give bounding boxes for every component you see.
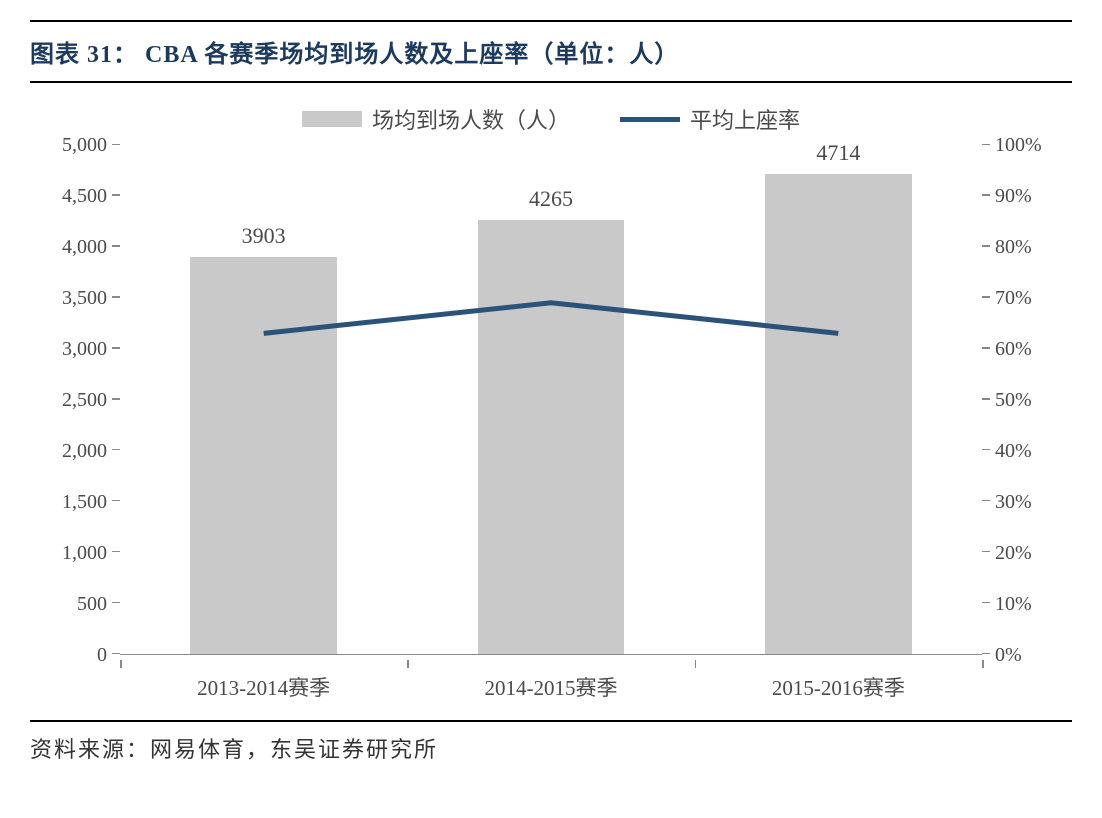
y-right-tick-mark [982,449,990,451]
legend-line-label: 平均上座率 [690,103,800,135]
x-tick-mark [407,660,409,668]
y-left-tick-mark [112,296,120,298]
bar-value-label: 3903 [242,223,286,249]
x-tick-label: 2015-2016赛季 [772,672,905,702]
y-left-tick-mark [112,194,120,196]
y-right-tick-label: 20% [995,543,1032,563]
y-right-tick-label: 50% [995,390,1032,410]
chart-legend: 场均到场人数（人） 平均上座率 [30,103,1072,135]
y-right-tick-label: 100% [995,135,1042,155]
legend-line-swatch [620,117,680,122]
y-axis-right: 0%10%20%30%40%50%60%70%80%90%100% [987,145,1062,655]
plot-area: 3903 4265 4714 [120,145,982,655]
y-left-tick-label: 2,000 [62,441,107,461]
x-tick-label: 2014-2015赛季 [485,672,618,702]
legend-item-line: 平均上座率 [620,103,800,135]
x-tick-mark [695,660,697,668]
y-right-tick-mark [982,144,990,146]
y-right-tick-label: 40% [995,441,1032,461]
y-left-tick-mark [112,602,120,604]
source-bar: 资料来源：网易体育，东吴证券研究所 [30,720,1072,764]
y-left-tick-label: 1,500 [62,492,107,512]
x-tick-mark [120,660,122,668]
source-text: 资料来源：网易体育，东吴证券研究所 [30,732,1072,764]
legend-item-bar: 场均到场人数（人） [302,103,570,135]
y-left-tick-label: 2,500 [62,390,107,410]
y-left-tick-label: 5,000 [62,135,107,155]
bar: 4714 [765,174,912,654]
y-right-tick-label: 70% [995,288,1032,308]
y-left-tick-label: 4,000 [62,237,107,257]
x-axis: 2013-2014赛季 2014-2015赛季 2015-2016赛季 [120,660,982,705]
x-tick-label: 2013-2014赛季 [197,672,330,702]
y-right-tick-mark [982,500,990,502]
bar: 3903 [190,257,337,654]
y-left-tick-label: 4,500 [62,186,107,206]
y-right-tick-label: 60% [995,339,1032,359]
bar: 4265 [478,220,625,654]
bar-value-label: 4714 [816,140,860,166]
y-left-tick-mark [112,144,120,146]
y-left-tick-label: 3,500 [62,288,107,308]
y-right-tick-label: 80% [995,237,1032,257]
y-left-tick-mark [112,653,120,655]
legend-bar-swatch [302,111,362,127]
chart-container: 0 500 1,000 1,500 2,000 2,500 3,000 3,500 4,000 4… [40,145,1062,705]
y-right-tick-mark [982,602,990,604]
y-right-tick-mark [982,347,990,349]
y-right-tick-label: 0% [995,645,1022,665]
y-left-tick-mark [112,551,120,553]
y-left-tick-mark [112,245,120,247]
y-right-tick-label: 30% [995,492,1032,512]
y-axis-left: 05001,0001,5002,0002,5003,0003,5004,0004… [40,145,115,655]
y-right-tick-label: 10% [995,594,1032,614]
y-right-tick-mark [982,194,990,196]
y-left-tick-label: 500 [77,594,107,614]
y-left-tick-label: 1,000 [62,543,107,563]
y-left-tick-label: 0 [97,645,107,665]
y-right-tick-mark [982,245,990,247]
chart-title: 图表 31： CBA 各赛季场均到场人数及上座率（单位：人） [30,34,1072,69]
y-right-tick-label: 90% [995,186,1032,206]
y-left-tick-label: 3,000 [62,339,107,359]
y-left-tick-mark [112,347,120,349]
bar-value-label: 4265 [529,186,573,212]
chart-title-bar: 图表 31： CBA 各赛季场均到场人数及上座率（单位：人） [30,20,1072,83]
legend-bar-label: 场均到场人数（人） [372,103,570,135]
y-left-tick-mark [112,500,120,502]
y-right-tick-mark [982,296,990,298]
x-tick-mark [982,660,984,668]
y-left-tick-mark [112,398,120,400]
y-right-tick-mark [982,551,990,553]
y-right-tick-mark [982,398,990,400]
y-left-tick-mark [112,449,120,451]
y-right-tick-mark [982,653,990,655]
